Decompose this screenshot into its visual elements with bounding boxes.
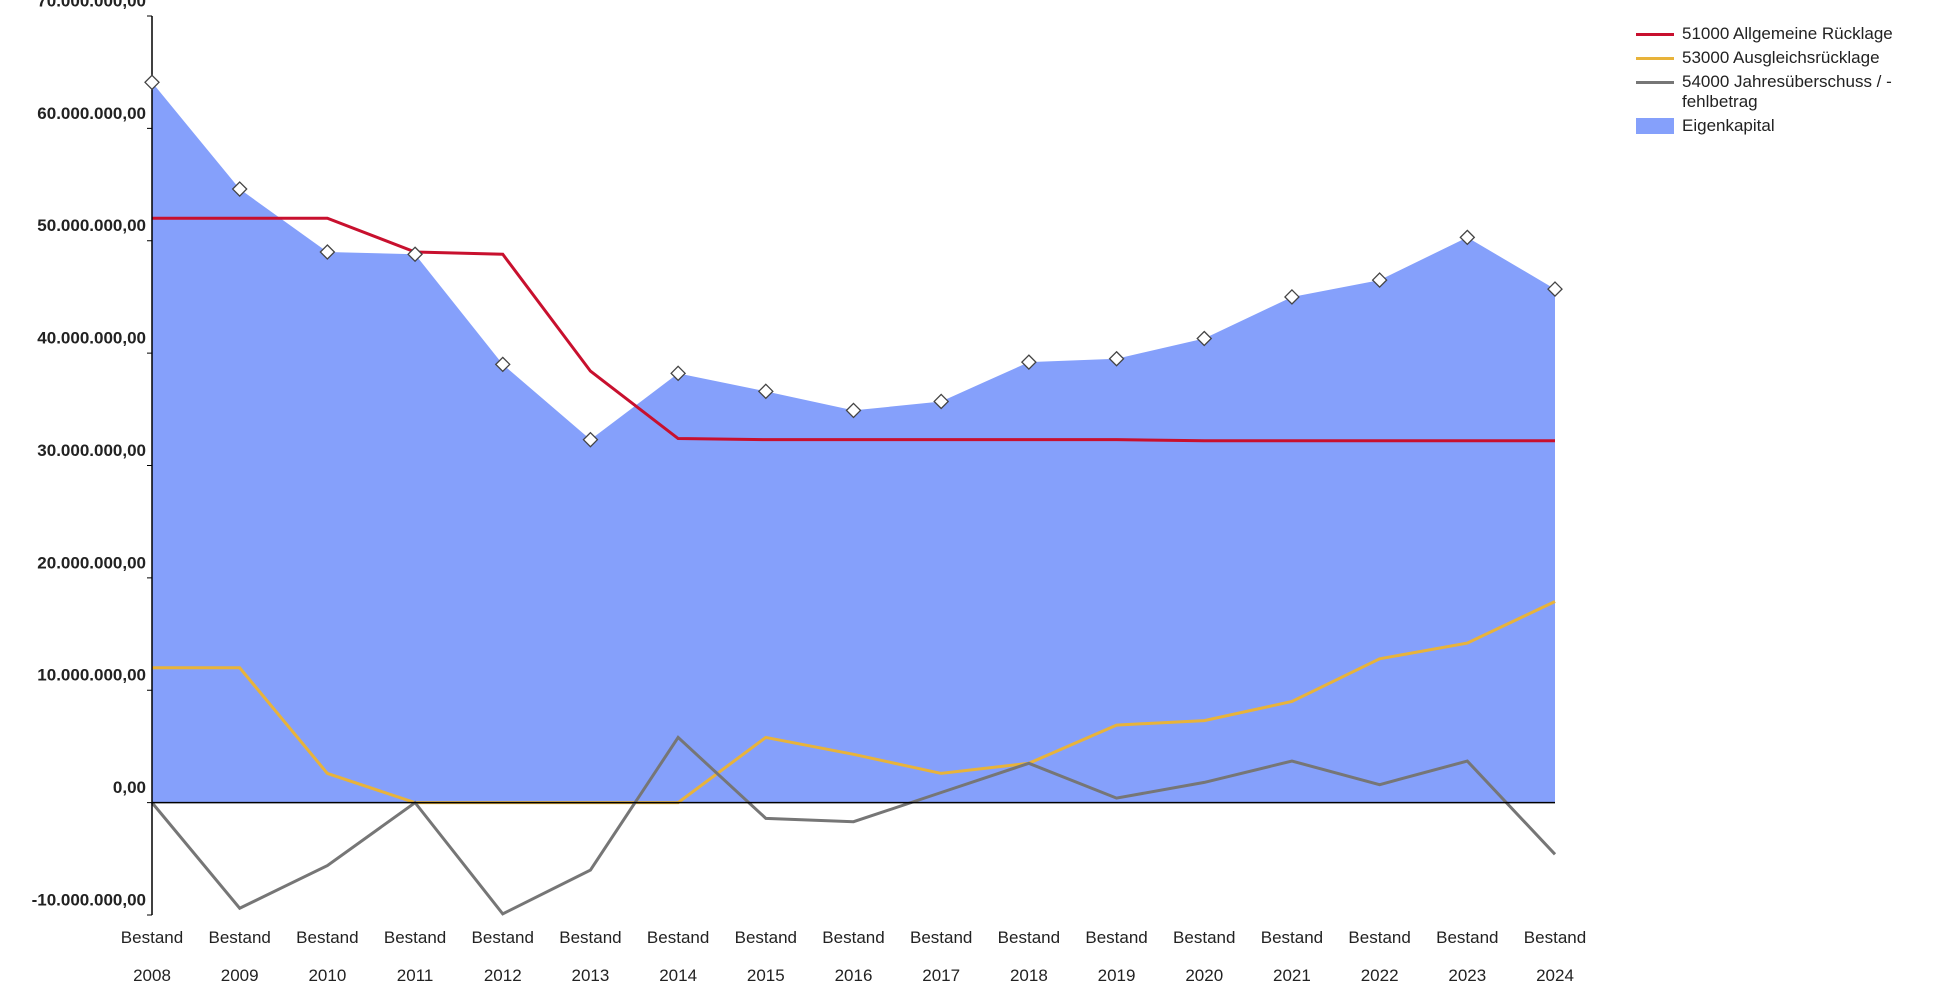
point-marker — [757, 383, 774, 400]
point-marker — [1371, 272, 1388, 289]
legend-label: 51000 Allgemeine Rücklage — [1682, 24, 1893, 43]
y-tick-label: 70.000.000,00 — [37, 0, 146, 10]
legend-item: 51000 Allgemeine Rücklage — [1632, 24, 1912, 44]
x-tick-label: Bestand 2019 — [1085, 928, 1148, 985]
x-tick-label: Bestand 2020 — [1173, 928, 1236, 985]
x-tick-label: Bestand 2011 — [383, 928, 447, 985]
x-tick-label: Bestand 2009 — [208, 928, 271, 985]
legend-label: Eigenkapital — [1682, 116, 1775, 135]
point-marker — [1196, 330, 1213, 347]
x-tick-label: Bestand 2008 — [120, 928, 184, 985]
x-tick-label: Bestand 2024 — [1523, 928, 1587, 985]
x-tick-label: Bestand 2018 — [997, 928, 1061, 985]
legend-swatch — [1636, 81, 1674, 84]
point-marker — [1108, 350, 1125, 367]
point-marker — [144, 74, 160, 91]
x-tick-label: Bestand 2014 — [646, 928, 710, 985]
area — [152, 82, 1555, 803]
x-tick-label: Bestand 2016 — [822, 928, 885, 985]
y-tick-label: 10.000.000,00 — [37, 666, 146, 685]
x-tick-label: Bestand 2015 — [734, 928, 797, 985]
point-marker — [1020, 354, 1037, 371]
point-marker — [1547, 281, 1563, 297]
legend: 51000 Allgemeine Rücklage 53000 Ausgleich… — [1632, 24, 1932, 140]
legend-swatch — [1636, 118, 1674, 134]
y-tick-label: 50.000.000,00 — [37, 216, 146, 235]
y-tick-label: 30.000.000,00 — [37, 441, 146, 460]
legend-label: 54000 Jahresüberschuss / -fehlbetrag — [1682, 72, 1892, 111]
x-tick-label: Bestand 2017 — [909, 928, 973, 985]
point-marker — [845, 402, 862, 419]
x-tick-label: Bestand 2013 — [559, 928, 622, 985]
legend-swatch — [1636, 33, 1674, 36]
point-marker — [231, 181, 248, 197]
x-tick-label: Bestand 2023 — [1436, 928, 1499, 985]
point-marker — [582, 431, 599, 448]
point-marker — [670, 365, 687, 382]
x-tick-label: Bestand 2021 — [1260, 928, 1324, 985]
point-marker — [494, 356, 511, 373]
point-marker — [407, 246, 423, 263]
y-tick-label: 0,00 — [113, 778, 146, 797]
line — [150, 735, 1557, 916]
legend-item: Eigenkapital — [1632, 116, 1912, 136]
x-tick-label: Bestand 2012 — [471, 928, 534, 985]
line — [152, 600, 1556, 805]
legend-item: 54000 Jahresüberschuss / -fehlbetrag — [1632, 72, 1912, 112]
x-tick-label: Bestand 2022 — [1348, 928, 1411, 985]
y-tick-label: 60.000.000,00 — [37, 104, 146, 123]
point-marker — [933, 393, 950, 410]
legend-label: 53000 Ausgleichsrücklage — [1682, 48, 1880, 67]
x-tick-label: Bestand 2010 — [296, 928, 359, 985]
y-tick-label: -10.000.000,00 — [32, 890, 146, 909]
legend-swatch — [1636, 57, 1674, 60]
point-marker — [319, 244, 336, 260]
legend-item: 53000 Ausgleichsrücklage — [1632, 48, 1912, 68]
point-marker — [1284, 289, 1300, 305]
y-tick-label: 40.000.000,00 — [37, 329, 146, 348]
line — [152, 216, 1555, 443]
y-tick-label: 20.000.000,00 — [37, 553, 146, 572]
point-marker — [1459, 229, 1476, 246]
